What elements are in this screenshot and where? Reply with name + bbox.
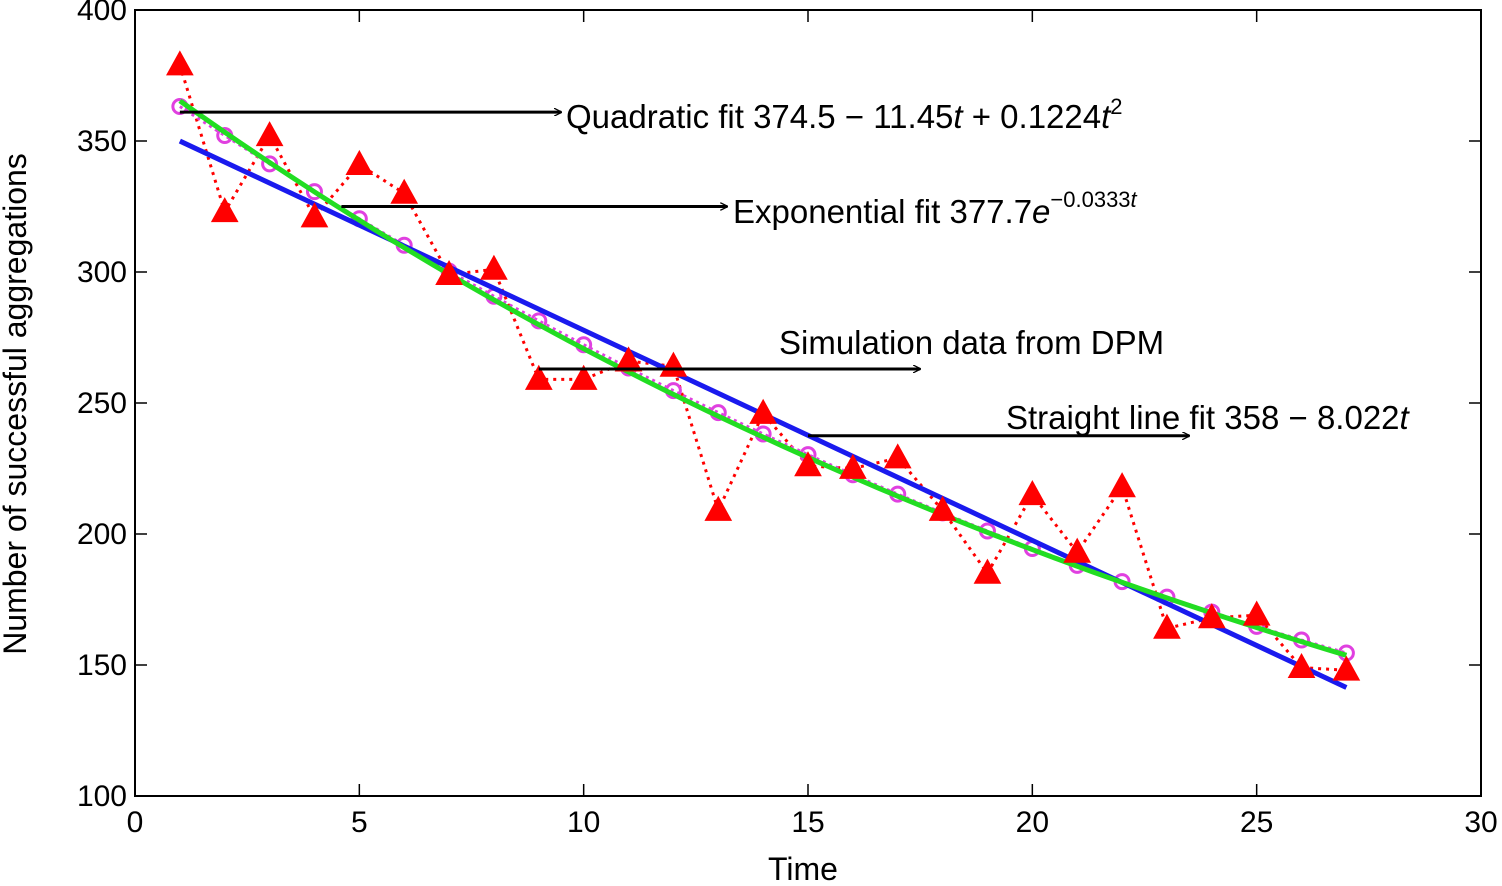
simulation-point: [1018, 480, 1047, 506]
x-tick-label: 0: [127, 806, 144, 839]
y-tick-label: 350: [77, 125, 127, 158]
x-tick-label: 10: [567, 806, 600, 839]
quadratic-point: [261, 155, 279, 173]
simulation-point: [480, 254, 508, 280]
y-tick-label: 250: [77, 387, 127, 420]
simulation-point: [883, 443, 912, 469]
annotations: Quadratic fit 374.5 − 11.45t + 0.1224t2 E…: [179, 94, 1411, 436]
simulation-point: [569, 364, 598, 390]
quadratic-point: [305, 183, 323, 201]
x-tick-label: 20: [1016, 806, 1049, 839]
linear-annotation: Straight line fit 358 − 8.022t: [1006, 399, 1411, 436]
simulation-point: [614, 346, 643, 372]
simulation-point: [210, 197, 239, 223]
simulation-point: [1242, 600, 1271, 626]
y-axis-label: Number of successful aggregations: [0, 153, 33, 655]
simulation-point: [390, 178, 419, 204]
x-axis-label: Time: [768, 851, 838, 886]
y-tick-label: 100: [77, 780, 127, 813]
x-tick-label: 25: [1240, 806, 1273, 839]
y-tick-label: 300: [77, 256, 127, 289]
plot-area: [166, 50, 1361, 690]
simulation-point: [255, 121, 284, 147]
simulation-annotation: Simulation data from DPM: [779, 324, 1164, 361]
simulation-point: [1332, 655, 1361, 681]
axes: 0 5 10 15 20 25 30 100 150 200 250 300 350 400: [77, 0, 1498, 839]
simulation-point: [839, 453, 867, 479]
simulation-point: [166, 50, 194, 76]
simulation-point: [704, 495, 733, 521]
simulation-point: [435, 259, 463, 286]
y-tick-label: 200: [77, 518, 127, 551]
y-tick-label: 150: [77, 649, 127, 682]
quadratic-fit-line: [179, 105, 1347, 655]
simulation-point: [794, 451, 822, 477]
simulation-point: [1287, 652, 1316, 679]
simulation-point: [1063, 537, 1092, 563]
y-tick-label: 400: [77, 0, 127, 27]
simulation-point: [928, 495, 957, 521]
exponential-annotation: Exponential fit 377.7e−0.0333t: [733, 187, 1138, 230]
simulation-point: [524, 364, 553, 390]
x-tick-label: 15: [791, 806, 824, 839]
simulation-point: [1108, 472, 1136, 498]
simulation-point: [1153, 613, 1181, 639]
x-tick-label: 5: [351, 806, 368, 839]
simulation-point: [749, 398, 777, 424]
exponential-fit-line: [178, 98, 1348, 658]
quadratic-annotation: Quadratic fit 374.5 − 11.45t + 0.1224t2: [566, 94, 1123, 135]
simulation-point: [300, 202, 329, 228]
simulation-point: [973, 558, 1002, 584]
simulation-point: [345, 149, 374, 175]
simulation-point: [1197, 603, 1226, 629]
x-tick-label: 30: [1464, 806, 1497, 839]
